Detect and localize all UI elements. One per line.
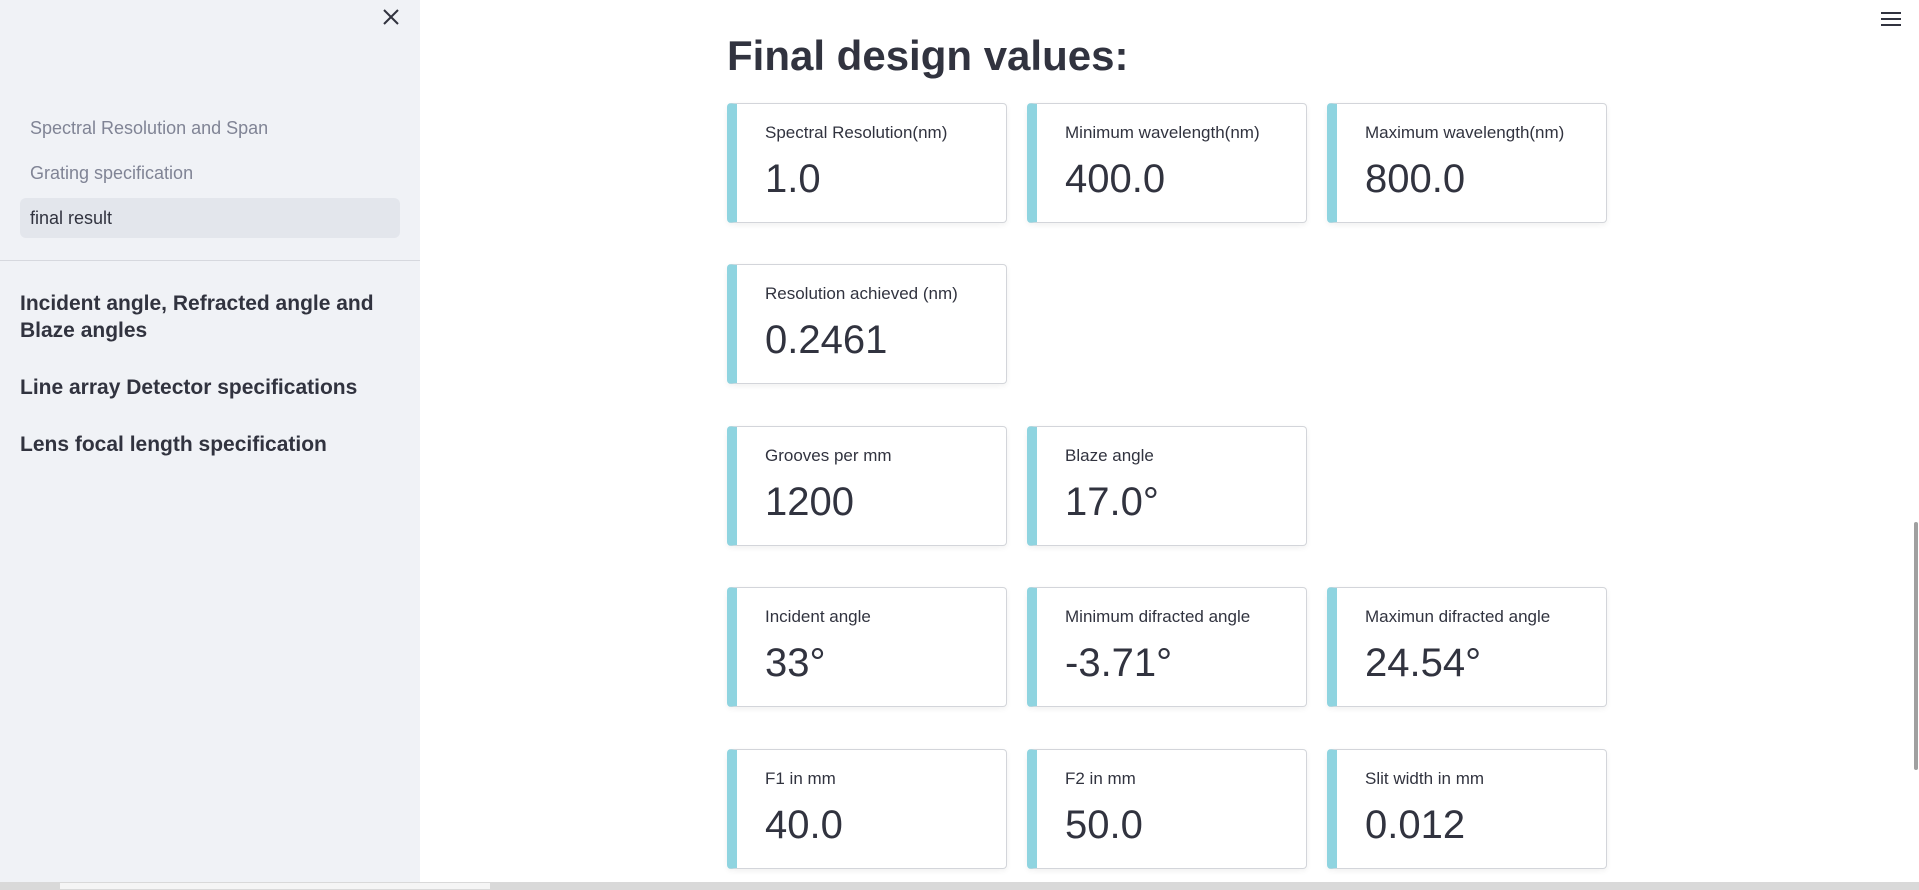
metric-value: 0.2461 (765, 318, 888, 362)
metric-label: Spectral Resolution(nm) (765, 123, 948, 142)
metric-label: Incident angle (765, 607, 871, 626)
vertical-scrollbar[interactable] (1914, 522, 1918, 770)
metric-label: F2 in mm (1065, 769, 1136, 788)
metric-value: 0.012 (1365, 803, 1466, 847)
page-nav: Spectral Resolution and Span Grating spe… (20, 108, 400, 243)
nav-item-spectral-resolution[interactable]: Spectral Resolution and Span (30, 118, 269, 138)
horizontal-scrollbar-thumb[interactable] (60, 883, 490, 889)
metric-value: 40.0 (765, 803, 843, 847)
metric-label: Maximun difracted angle (1365, 607, 1551, 626)
metric-label: Minimum difracted angle (1065, 607, 1251, 626)
metric-card-min-wavelength: Minimum wavelength(nm) 400.0 (1027, 103, 1307, 223)
metric-card-blaze-angle: Blaze angle 17.0° (1027, 426, 1307, 546)
metric-label: Maximum wavelength(nm) (1365, 123, 1565, 142)
nav-item-final-result[interactable]: final result (20, 198, 400, 238)
metric-label: Blaze angle (1065, 446, 1154, 465)
metric-card-slit-width: Slit width in mm 0.012 (1327, 749, 1607, 869)
metric-value: 17.0° (1065, 480, 1159, 524)
metric-card-f1: F1 in mm 40.0 (727, 749, 1007, 869)
metric-value: 400.0 (1065, 157, 1166, 201)
metric-value: 1.0 (765, 157, 821, 201)
metric-card-min-difracted-angle: Minimum difracted angle -3.71° (1027, 587, 1307, 707)
metric-card-max-difracted-angle: Maximun difracted angle 24.54° (1327, 587, 1607, 707)
metric-card-resolution-achieved: Resolution achieved (nm) 0.2461 (727, 264, 1007, 384)
hamburger-menu-icon (1881, 12, 1901, 26)
metric-value: 33° (765, 641, 826, 685)
metric-value: -3.71° (1065, 641, 1173, 685)
link-incident-refracted-blaze-angles[interactable]: Incident angle, Refracted angle and Blaz… (20, 292, 374, 342)
sidebar: Spectral Resolution and Span Grating spe… (0, 0, 420, 890)
close-icon (383, 9, 399, 25)
metric-label: Resolution achieved (nm) (765, 284, 958, 303)
link-lens-focal-length[interactable]: Lens focal length specification (20, 433, 327, 456)
metric-card-spectral-resolution: Spectral Resolution(nm) 1.0 (727, 103, 1007, 223)
metric-value: 24.54° (1365, 641, 1482, 685)
metric-card-max-wavelength: Maximum wavelength(nm) 800.0 (1327, 103, 1607, 223)
metric-label: F1 in mm (765, 769, 836, 788)
nav-item-grating-specification[interactable]: Grating specification (30, 163, 194, 183)
close-sidebar-button[interactable] (376, 2, 406, 32)
metric-label: Slit width in mm (1365, 769, 1485, 788)
metric-value: 50.0 (1065, 803, 1143, 847)
metric-value: 1200 (765, 480, 854, 524)
sidebar-divider (0, 260, 420, 261)
metric-label: Grooves per mm (765, 446, 892, 465)
metric-label: Minimum wavelength(nm) (1065, 123, 1260, 142)
metric-card-f2: F2 in mm 50.0 (1027, 749, 1307, 869)
metric-value: 800.0 (1365, 157, 1466, 201)
horizontal-scrollbar[interactable] (0, 882, 1919, 890)
metric-card-incident-angle: Incident angle 33° (727, 587, 1007, 707)
main-menu-button[interactable] (1876, 4, 1906, 34)
sidebar-section-links: Incident angle, Refracted angle and Blaz… (20, 290, 390, 488)
page-title: Final design values: (727, 32, 1129, 79)
metric-card-grooves-per-mm: Grooves per mm 1200 (727, 426, 1007, 546)
link-line-array-detector[interactable]: Line array Detector specifications (20, 376, 358, 399)
